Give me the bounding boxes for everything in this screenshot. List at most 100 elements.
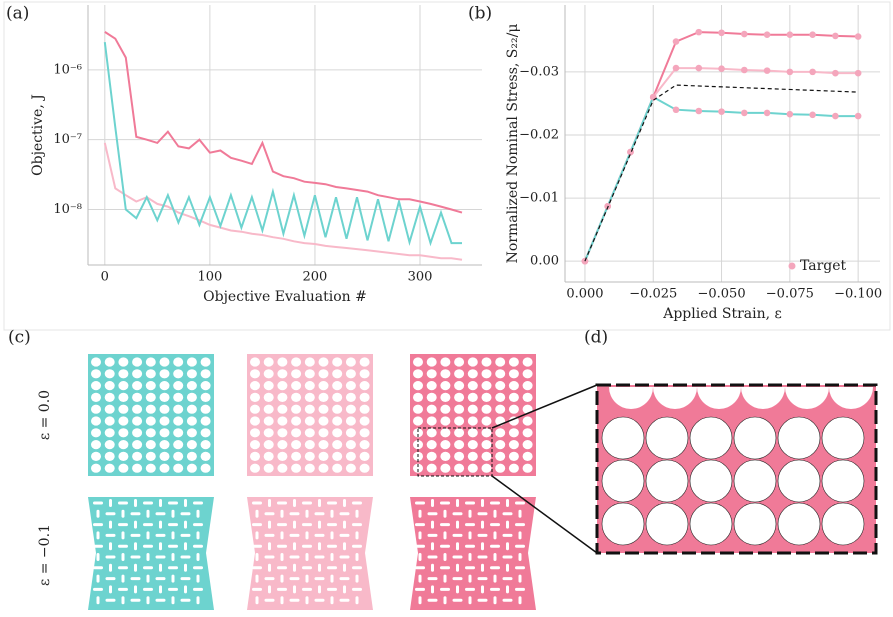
lattice-hole: [277, 523, 287, 527]
lattice-hole: [490, 501, 500, 505]
lattice-hole: [413, 404, 423, 414]
lattice-hole: [168, 523, 178, 527]
lattice-hole: [427, 577, 438, 581]
lattice-hole: [91, 463, 101, 473]
lattice-hole: [413, 428, 423, 438]
lattice-hole: [118, 587, 128, 591]
lattice-hole: [314, 512, 325, 516]
lattice-hole: [355, 509, 359, 518]
lattice-hole: [255, 574, 259, 583]
lattice-hole: [318, 451, 329, 461]
lattice-hole: [250, 392, 260, 402]
lattice-hole: [352, 587, 362, 591]
lattice-hole: [118, 369, 129, 379]
lattice-hole: [277, 440, 288, 450]
lattice-hole: [118, 416, 129, 426]
lattice-hole: [468, 596, 472, 605]
lattice-hole: [465, 523, 475, 527]
lattice-hole: [118, 501, 128, 505]
lattice-hole: [454, 451, 465, 461]
lattice-hole: [454, 416, 465, 426]
lattice-hole: [426, 440, 437, 450]
lattice-hole: [426, 404, 437, 414]
lattice-hole: [145, 404, 156, 414]
lattice-hole: [440, 440, 451, 450]
lattice-hole: [314, 555, 325, 559]
lattice-hole: [159, 357, 170, 367]
lattice-hole: [171, 531, 175, 540]
lattice-hole: [318, 428, 329, 438]
lattice-hole: [481, 563, 484, 572]
zoom-hole: [645, 502, 689, 546]
lattice-hole: [495, 381, 506, 391]
lattice-hole: [173, 451, 184, 461]
zoom-frame: [595, 383, 878, 555]
lattice-hole: [332, 404, 343, 414]
legend-marker: [788, 262, 796, 270]
lattice-hole: [159, 404, 170, 414]
lattice-hole: [345, 451, 356, 461]
panel-label: (b): [468, 4, 492, 24]
lattice-hole: [173, 463, 184, 473]
lattice-hole: [332, 369, 343, 379]
lattice-hole: [467, 381, 478, 391]
lattice-hole: [440, 428, 451, 438]
lattice-hole: [508, 392, 519, 402]
lattice-hole: [132, 357, 143, 367]
lattice-hole: [173, 392, 184, 402]
lattice-hole: [415, 587, 425, 591]
lattice-hole: [132, 451, 143, 461]
lattice-hole: [481, 416, 492, 426]
lattice-hole: [263, 416, 274, 426]
lattice-hole: [132, 381, 143, 391]
lattice-hole: [168, 544, 178, 548]
lattice-hole: [332, 357, 343, 367]
lattice-hole: [91, 404, 101, 414]
lattice-hole: [109, 520, 112, 529]
lattice-hole: [293, 563, 296, 572]
lattice-hole: [332, 463, 343, 473]
lattice-hole: [495, 369, 506, 379]
lattice-hole: [355, 596, 359, 605]
zoom-hole: [645, 459, 689, 503]
lattice-hole: [196, 553, 200, 561]
lattice-hole: [522, 357, 533, 367]
lattice-hole: [277, 392, 288, 402]
lattice-hole: [159, 585, 162, 594]
lattice-hole: [250, 357, 260, 367]
lattice-hole: [468, 553, 472, 561]
lattice-hole: [252, 544, 262, 548]
lattice-hole: [304, 369, 315, 379]
zoom-hole: [609, 387, 653, 409]
y-axis-label: Normalized Nominal Stress, S₂₂/μ: [505, 24, 521, 264]
lattice-hole: [318, 404, 329, 414]
x-tick-label: 0: [101, 270, 109, 285]
lattice-hole: [493, 553, 497, 561]
lattice-hole: [145, 451, 156, 461]
lattice-hole: [93, 566, 103, 570]
lattice-hole: [314, 533, 325, 537]
lattice-hole: [355, 553, 359, 561]
lattice-hole: [277, 416, 288, 426]
data-point: [718, 108, 725, 115]
lattice-hole: [143, 587, 153, 591]
lattice-hole: [268, 542, 271, 551]
data-point: [809, 68, 816, 76]
lattice-hole: [159, 542, 162, 551]
lattice-hole: [518, 574, 522, 583]
zoom-hole: [777, 502, 821, 546]
lattice-hole: [345, 428, 356, 438]
lattice-hole: [443, 596, 447, 605]
data-point: [763, 31, 771, 38]
lattice-hole: [477, 577, 488, 581]
lattice-hole: [109, 563, 112, 572]
lattice-hole: [118, 404, 129, 414]
lattice-hole: [467, 416, 478, 426]
lattice-hole: [291, 428, 302, 438]
lattice-hole: [318, 357, 329, 367]
lattice-hole: [468, 531, 472, 540]
lattice-hole: [91, 369, 101, 379]
lattice-hole: [339, 555, 350, 559]
lattice-hole: [264, 598, 275, 602]
lattice-hole: [200, 357, 211, 367]
